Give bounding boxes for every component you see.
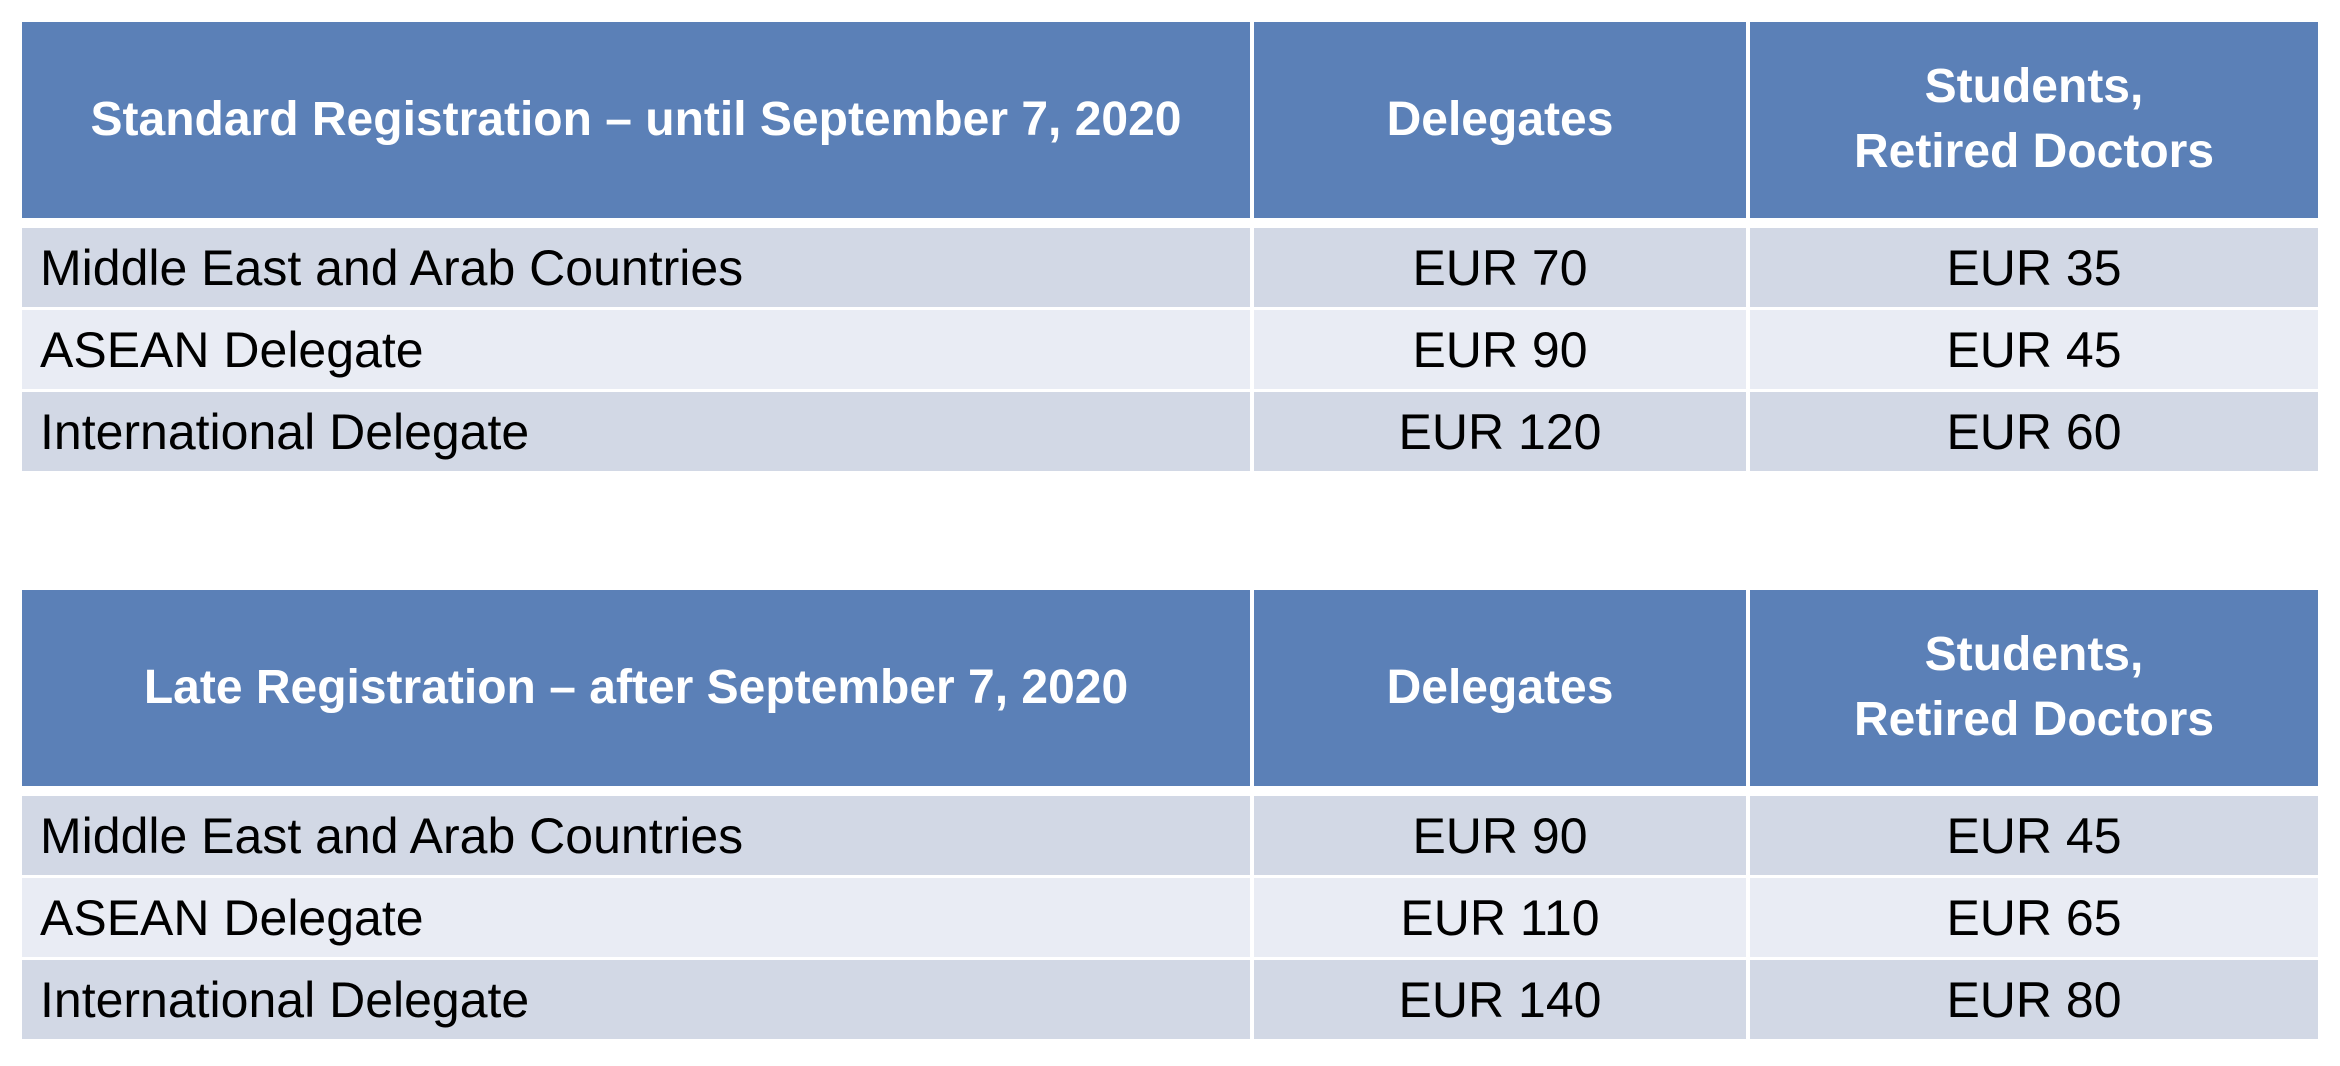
- table-row: International Delegate EUR 120 EUR 60: [22, 392, 2318, 474]
- table-header-row: Standard Registration – until September …: [22, 22, 2318, 228]
- category-cell: Middle East and Arab Countries: [22, 228, 1254, 310]
- delegates-price-cell: EUR 120: [1254, 392, 1750, 474]
- students-price-cell: EUR 65: [1750, 878, 2318, 960]
- category-cell: Middle East and Arab Countries: [22, 796, 1254, 878]
- table-row: Middle East and Arab Countries EUR 70 EU…: [22, 228, 2318, 310]
- table-row: ASEAN Delegate EUR 110 EUR 65: [22, 878, 2318, 960]
- students-header-line1: Students,: [1924, 60, 2144, 114]
- delegates-price-cell: EUR 110: [1254, 878, 1750, 960]
- delegates-price-cell: EUR 90: [1254, 310, 1750, 392]
- category-cell: ASEAN Delegate: [22, 878, 1254, 960]
- category-cell: International Delegate: [22, 960, 1254, 1042]
- late-registration-table: Late Registration – after September 7, 2…: [22, 590, 2318, 1042]
- students-header-line2: Retired Doctors: [1853, 693, 2215, 746]
- delegates-price-cell: EUR 70: [1254, 228, 1750, 310]
- students-header: Students, Retired Doctors: [1750, 590, 2318, 796]
- delegates-price-cell: EUR 140: [1254, 960, 1750, 1042]
- category-cell: ASEAN Delegate: [22, 310, 1254, 392]
- table-row: ASEAN Delegate EUR 90 EUR 45: [22, 310, 2318, 392]
- table-row: International Delegate EUR 140 EUR 80: [22, 960, 2318, 1042]
- students-price-cell: EUR 45: [1750, 796, 2318, 878]
- students-price-cell: EUR 60: [1750, 392, 2318, 474]
- students-header: Students, Retired Doctors: [1750, 22, 2318, 228]
- period-header: Late Registration – after September 7, 2…: [22, 590, 1254, 796]
- students-price-cell: EUR 35: [1750, 228, 2318, 310]
- delegates-header: Delegates: [1254, 22, 1750, 228]
- period-header: Standard Registration – until September …: [22, 22, 1254, 228]
- standard-registration-table: Standard Registration – until September …: [22, 22, 2318, 474]
- students-header-line1: Students,: [1924, 628, 2144, 682]
- students-header-line2: Retired Doctors: [1853, 125, 2215, 178]
- students-price-cell: EUR 45: [1750, 310, 2318, 392]
- delegates-header: Delegates: [1254, 590, 1750, 796]
- table-header-row: Late Registration – after September 7, 2…: [22, 590, 2318, 796]
- table-row: Middle East and Arab Countries EUR 90 EU…: [22, 796, 2318, 878]
- students-price-cell: EUR 80: [1750, 960, 2318, 1042]
- delegates-price-cell: EUR 90: [1254, 796, 1750, 878]
- category-cell: International Delegate: [22, 392, 1254, 474]
